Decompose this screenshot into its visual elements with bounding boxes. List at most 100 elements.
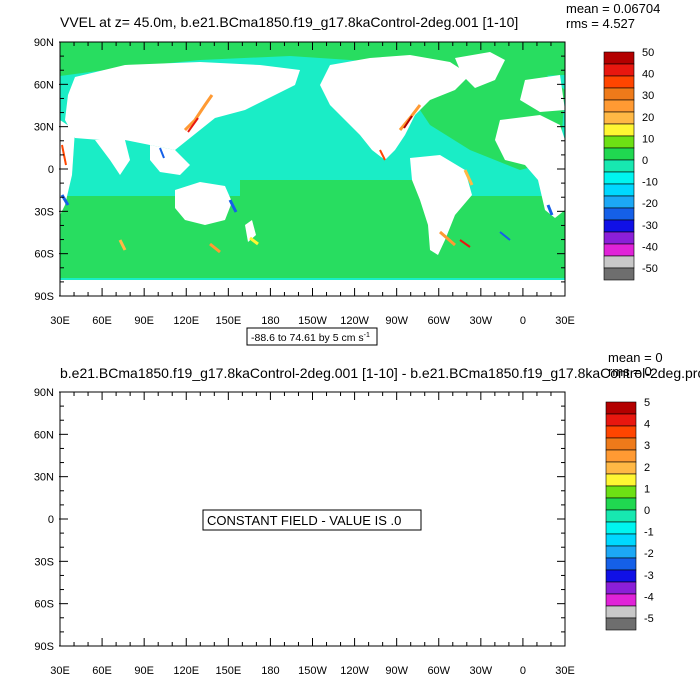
colorbar-swatch bbox=[605, 425, 637, 439]
land-australia bbox=[175, 182, 232, 225]
colorbar-label: 5 bbox=[644, 397, 650, 409]
colorbar-swatch bbox=[605, 605, 637, 619]
colorbar-label: -1 bbox=[644, 527, 654, 539]
lat-tick-label: 90S bbox=[34, 291, 54, 303]
colorbar-label: 2 bbox=[644, 462, 650, 474]
colorbar-swatch bbox=[603, 243, 635, 257]
lat-tick-label: 90N bbox=[34, 387, 54, 399]
colorbar-swatch bbox=[603, 219, 635, 233]
boundary-currents bbox=[60, 94, 554, 254]
lat-tick-label: 30S bbox=[34, 556, 54, 568]
colorbar-label: 0 bbox=[644, 505, 650, 517]
colorbar-swatch bbox=[605, 557, 637, 571]
lat-tick-label: 0 bbox=[48, 514, 54, 526]
colorbar-2: 5 4 3 2 1 0 -1 -2 -3 -4 -5 bbox=[605, 397, 654, 631]
colorbar-swatch bbox=[605, 569, 637, 583]
range-label-exponent: -1 bbox=[364, 332, 370, 339]
panel-1-title: VVEL at z= 45.0m, b.e21.BCma1850.f19_g17… bbox=[60, 14, 518, 30]
lon-tick-label: 150E bbox=[215, 315, 241, 327]
colorbar-swatch bbox=[603, 195, 635, 209]
lon-tick-label: 30W bbox=[470, 315, 493, 327]
constant-field-message: CONSTANT FIELD - VALUE IS .0 bbox=[207, 513, 401, 528]
colorbar-label: 30 bbox=[642, 90, 654, 102]
lat-tick-label: 60N bbox=[34, 429, 54, 441]
panel-2-title: b.e21.BCma1850.f19_g17.8kaControl-2deg.0… bbox=[60, 365, 700, 381]
colorbar-swatch bbox=[605, 461, 637, 475]
land-eurasia bbox=[65, 62, 300, 150]
colorbar-swatch bbox=[603, 87, 635, 101]
colorbar-label: -2 bbox=[644, 548, 654, 560]
land-africa-west bbox=[495, 115, 565, 218]
colorbar-label: 10 bbox=[642, 133, 654, 145]
colorbar-label: -10 bbox=[642, 177, 658, 189]
colorbar-label: -20 bbox=[642, 198, 658, 210]
colorbar-swatch bbox=[603, 75, 635, 89]
lon-tick-label: 90E bbox=[134, 315, 154, 327]
lon-tick-label: 120E bbox=[173, 665, 199, 677]
lon-tick-label: 90E bbox=[134, 665, 154, 677]
lon-tick-label: 60W bbox=[427, 665, 450, 677]
land-india-asia bbox=[95, 140, 130, 175]
lat-tick-label: 90N bbox=[34, 37, 54, 49]
lon-tick-label: 30E bbox=[555, 665, 575, 677]
colorbar-swatch bbox=[605, 521, 637, 535]
colorbar-label: 4 bbox=[644, 419, 650, 431]
colorbar-label: -30 bbox=[642, 220, 658, 232]
colorbar-swatch bbox=[605, 533, 637, 547]
colorbar-swatch bbox=[603, 171, 635, 185]
colorbar-swatch bbox=[603, 231, 635, 245]
panel-1-mean: mean = 0.06704 bbox=[566, 1, 660, 16]
colorbar-swatch bbox=[605, 581, 637, 595]
land-new-zealand bbox=[245, 220, 256, 242]
colorbar-label: 1 bbox=[644, 483, 650, 495]
panel-2: b.e21.BCma1850.f19_g17.8kaControl-2deg.0… bbox=[34, 350, 700, 677]
colorbar-swatch bbox=[605, 509, 637, 523]
lat-tick-label: 60S bbox=[34, 599, 54, 611]
colorbar-label: 40 bbox=[642, 69, 654, 81]
colorbar-1: 50 40 30 20 10 0 -10 -20 -30 -40 -50 bbox=[603, 47, 658, 281]
colorbar-swatch bbox=[603, 51, 635, 65]
lon-tick-label: 60E bbox=[92, 315, 112, 327]
lat-tick-label: 30N bbox=[34, 122, 54, 134]
colorbar-swatch bbox=[603, 63, 635, 77]
lon-tick-label: 30E bbox=[50, 665, 70, 677]
lat-tick-label: 60N bbox=[34, 79, 54, 91]
lon-tick-label: 30E bbox=[50, 315, 70, 327]
lon-tick-label: 150E bbox=[215, 665, 241, 677]
land-europe bbox=[520, 75, 565, 112]
colorbar-swatch bbox=[603, 135, 635, 149]
lon-tick-label: 0 bbox=[520, 315, 526, 327]
lat-tick-label: 30N bbox=[34, 472, 54, 484]
colorbar-label: 3 bbox=[644, 440, 650, 452]
colorbar-swatch bbox=[603, 111, 635, 125]
colorbar-swatch bbox=[605, 413, 637, 427]
lon-tick-label: 120W bbox=[340, 315, 369, 327]
lon-tick-label: 0 bbox=[520, 665, 526, 677]
colorbar-swatch bbox=[605, 497, 637, 511]
panel-1: VVEL at z= 45.0m, b.e21.BCma1850.f19_g17… bbox=[34, 1, 660, 346]
land-greenland bbox=[455, 52, 505, 88]
land-se-asia bbox=[150, 145, 190, 175]
axes-1: 90N 60N 30N 0 30S 60S 90S 30E 60E 90E 120E 150E 180 1… bbox=[34, 37, 575, 327]
colorbar-swatch bbox=[605, 401, 637, 415]
panel-2-rms: rms = 0 bbox=[608, 364, 652, 379]
lon-tick-label: 180 bbox=[261, 665, 279, 677]
colorbar-label: -3 bbox=[644, 570, 654, 582]
lat-tick-label: 60S bbox=[34, 249, 54, 261]
land-africa-east bbox=[60, 120, 75, 215]
colorbar-swatch bbox=[605, 593, 637, 607]
map-1 bbox=[59, 41, 566, 297]
lon-tick-label: 150W bbox=[298, 315, 327, 327]
lat-tick-label: 0 bbox=[48, 164, 54, 176]
lon-tick-label: 30W bbox=[470, 665, 493, 677]
colorbar-swatch bbox=[603, 147, 635, 161]
colorbar-label: 20 bbox=[642, 112, 654, 124]
colorbar-swatch bbox=[605, 449, 637, 463]
colorbar-label: 0 bbox=[642, 155, 648, 167]
colorbar-swatch bbox=[605, 473, 637, 487]
lon-tick-label: 90W bbox=[385, 665, 408, 677]
colorbar-label: -5 bbox=[644, 613, 654, 625]
pacific-south-band bbox=[240, 180, 420, 210]
constant-field-box bbox=[202, 509, 422, 531]
